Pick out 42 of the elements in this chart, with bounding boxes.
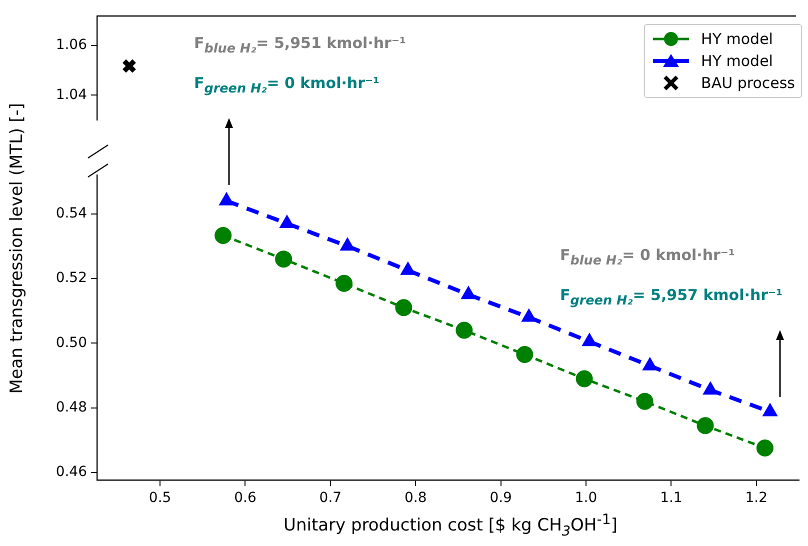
point [522,308,536,322]
x-tick-label: 0.7 [319,490,342,506]
annotation: F$_{blue H₂}$= 5,951 kmol·hr⁻¹ [194,34,406,56]
x-tick-label: 1.1 [660,490,682,506]
point [702,382,718,395]
point [461,286,476,300]
y-axis-title: Mean transgression level (MTL) [-] [7,102,27,394]
x-tick-label: 0.6 [234,490,256,506]
point [582,333,597,346]
legend-label: HY model [701,52,773,70]
x-tick-label: 1.2 [745,490,768,506]
x-axis-title: Unitary production cost [$ kg CH$_{3}$OH$^{-1}$] [282,512,618,540]
x-tick-label: 0.9 [490,490,512,506]
point [340,238,355,251]
y-tick-label: 0.52 [56,270,87,286]
point [642,357,658,370]
x-tick-label: 1.0 [574,490,598,506]
point [696,417,714,434]
legend-label: BAU process [701,74,795,92]
point [336,274,353,292]
annotation: F$_{blue H₂}$= 0 kmol·hr⁻¹ [560,246,735,268]
point [395,299,412,316]
point [636,392,654,410]
annotation: F$_{green H₂}$= 0 kmol·hr⁻¹ [194,74,380,96]
y-tick-label: 0.54 [56,205,88,222]
point [756,439,774,456]
y-tick-label: 0.48 [56,400,87,416]
y-tick-label: 1.06 [56,37,88,53]
y-tick-label: 0.46 [56,464,88,480]
x-tick-label: 0.8 [404,490,427,506]
point [400,262,416,275]
y-tick-label: 0.50 [56,334,87,351]
annotation: F$_{green H₂}$= 5,957 kmol·hr⁻¹ [560,286,783,308]
point [516,346,534,364]
legend-label: HY model [701,30,773,48]
point [456,322,473,339]
point [280,215,294,228]
x-tick-label: 0.5 [148,490,172,506]
point [219,192,234,206]
point [576,370,593,388]
point [214,226,232,244]
y-tick-label: 1.04 [56,86,88,103]
